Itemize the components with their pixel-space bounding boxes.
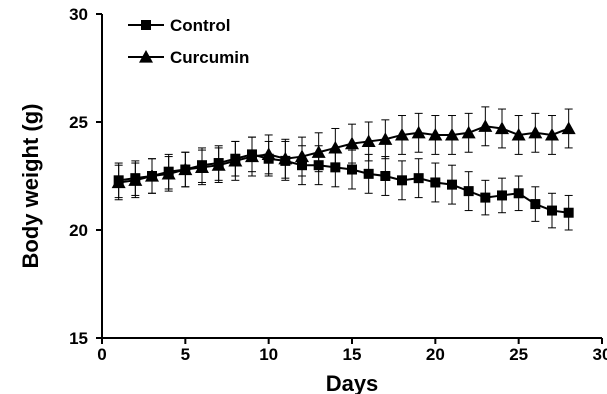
data-point-control (497, 190, 507, 201)
x-tick-label: 30 (593, 345, 607, 364)
data-point-control (380, 171, 391, 181)
data-point-control (547, 205, 557, 216)
data-point-curcumin (245, 149, 259, 163)
x-tick-label: 5 (181, 345, 190, 364)
data-point-curcumin (111, 175, 126, 189)
data-point-curcumin (361, 134, 376, 148)
data-point-control (530, 199, 541, 210)
series-line-control (118, 153, 569, 214)
y-tick-label: 15 (69, 329, 88, 348)
legend-entry-control: Control (128, 16, 230, 35)
data-point-curcumin (195, 160, 209, 173)
legend-label-curcumin: Curcumin (170, 48, 249, 67)
data-point-curcumin (545, 127, 559, 141)
data-point-control (513, 188, 524, 199)
data-point-control (563, 207, 574, 218)
x-tick-label: 0 (97, 345, 106, 364)
data-point-curcumin (261, 147, 276, 160)
series-line-curcumin (118, 125, 570, 184)
y-axis-ticks: 15 20 25 30 (69, 5, 102, 348)
data-point-curcumin (328, 140, 343, 154)
data-point-curcumin (395, 127, 409, 141)
series-markers (111, 119, 576, 218)
data-point-curcumin (528, 125, 543, 139)
data-point-curcumin (428, 127, 443, 141)
legend-marker-control (141, 20, 151, 30)
data-point-curcumin (295, 149, 309, 163)
data-point-curcumin (561, 121, 576, 135)
data-point-curcumin (311, 145, 326, 158)
data-point-curcumin (411, 125, 426, 139)
data-point-curcumin (345, 136, 359, 150)
data-point-curcumin (495, 121, 509, 135)
x-tick-label: 15 (343, 345, 362, 364)
data-point-control (313, 160, 324, 171)
data-point-control (480, 192, 491, 203)
data-point-control (330, 162, 341, 173)
data-point-curcumin (228, 153, 243, 167)
x-axis-title: Days (326, 371, 379, 394)
y-tick-label: 25 (69, 113, 88, 132)
series-lines (118, 125, 570, 214)
x-tick-label: 20 (426, 345, 445, 364)
y-tick-label: 20 (69, 221, 88, 240)
legend-entry-curcumin: Curcumin (128, 48, 249, 67)
data-point-control (363, 168, 374, 179)
data-point-curcumin (445, 127, 459, 141)
data-point-curcumin (161, 166, 176, 180)
data-point-control (463, 186, 474, 197)
data-point-curcumin (378, 132, 393, 145)
data-point-curcumin (478, 119, 493, 132)
data-point-curcumin (145, 169, 159, 182)
legend: Control Curcumin (128, 16, 249, 67)
data-point-control (413, 173, 424, 184)
x-tick-label: 10 (259, 345, 278, 364)
y-axis-title: Body weight (g) (18, 104, 43, 269)
data-point-curcumin (211, 158, 226, 171)
x-tick-label: 25 (509, 345, 528, 364)
legend-label-control: Control (170, 16, 230, 35)
data-point-curcumin (128, 173, 143, 186)
data-point-control (297, 160, 307, 171)
data-point-control (447, 179, 457, 190)
x-axis-ticks: 0 5 10 15 20 25 30 (97, 338, 607, 364)
data-point-curcumin (511, 127, 526, 141)
data-point-curcumin (461, 125, 476, 139)
y-tick-label: 30 (69, 5, 88, 24)
data-point-control (430, 177, 441, 188)
data-point-control (347, 164, 357, 175)
legend-marker-curcumin (139, 50, 153, 63)
data-point-control (397, 175, 407, 186)
data-point-curcumin (278, 151, 293, 165)
data-point-curcumin (178, 162, 193, 176)
